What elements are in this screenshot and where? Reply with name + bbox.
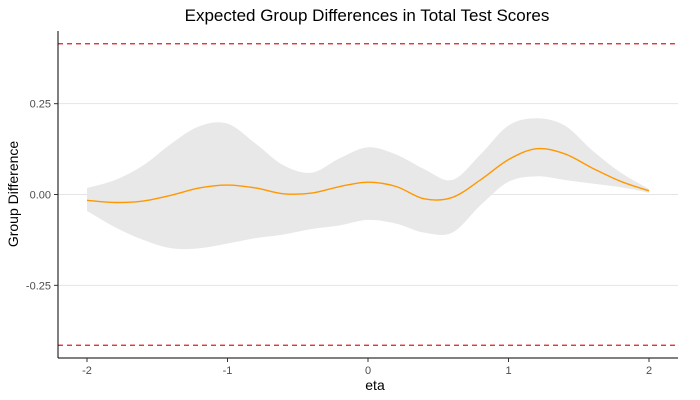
tick-layer: -2 -1 0 1 2 -0.25 0.00 0.25 bbox=[26, 99, 652, 377]
reference-line-layer bbox=[58, 43, 678, 346]
y-axis-title: Group Difference bbox=[5, 141, 21, 248]
x-axis-title: eta bbox=[365, 377, 385, 393]
x-tick-label-1: -1 bbox=[223, 365, 233, 377]
y-tick-label-1: 0.00 bbox=[30, 190, 51, 202]
x-tick-label-4: 2 bbox=[646, 365, 652, 377]
band-layer bbox=[87, 118, 649, 250]
chart-title: Expected Group Differences in Total Test… bbox=[185, 6, 550, 25]
x-tick-label-3: 1 bbox=[505, 365, 511, 377]
y-tick-label-2: 0.25 bbox=[30, 99, 51, 111]
y-tick-label-0: -0.25 bbox=[26, 280, 51, 292]
x-tick-label-0: -2 bbox=[82, 365, 92, 377]
line-layer bbox=[86, 147, 650, 204]
confidence-band-0 bbox=[87, 118, 649, 250]
x-tick-label-2: 0 bbox=[365, 365, 371, 377]
estimate-line-0 bbox=[86, 147, 650, 204]
